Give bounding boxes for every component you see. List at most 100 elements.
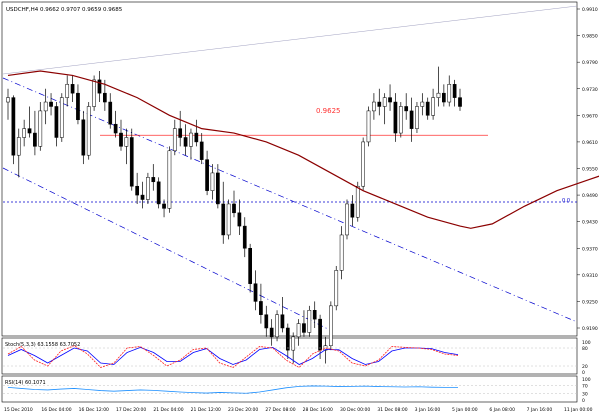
candle-body: [65, 84, 70, 98]
candle-body: [420, 101, 425, 107]
candle-body: [269, 327, 274, 338]
candle-body: [81, 119, 86, 156]
candle-body: [404, 106, 409, 112]
candle-body: [285, 327, 290, 351]
candle-body: [167, 150, 172, 209]
candle-body: [216, 172, 220, 205]
price-tick-label: 0.9610: [582, 140, 598, 146]
candle-body: [49, 101, 53, 107]
rsi-tick-label: 30: [582, 392, 588, 398]
candle-body: [162, 203, 166, 209]
rsi-tick-label: 100: [582, 377, 591, 383]
candle-body: [156, 181, 161, 205]
time-tick-label: 11 Jan 00:00: [564, 407, 593, 413]
candle-body: [70, 84, 75, 94]
candle-body: [372, 101, 376, 112]
stoch-layer: [3, 345, 577, 368]
candle-body: [259, 301, 263, 315]
candle-body: [146, 177, 150, 200]
candle-body: [6, 97, 10, 103]
candle-body: [221, 203, 226, 236]
candle-body: [151, 177, 156, 183]
candle-body: [140, 194, 145, 200]
candle-body: [54, 106, 59, 138]
candle-body: [205, 159, 209, 191]
candle-body: [415, 106, 419, 129]
candle-body: [210, 172, 215, 191]
time-tick-label: 16 Dec 04:00: [41, 407, 71, 413]
candle-body: [33, 132, 37, 147]
stoch-label: Stoch(5,3,3) 63.1558 63.7052: [5, 342, 80, 348]
candle-body: [361, 141, 365, 187]
candle-body: [242, 225, 247, 249]
time-tick-label: 28 Dec 16:00: [303, 407, 333, 413]
time-tick-label: 21 Dec 04:00: [153, 407, 183, 413]
candle-body: [398, 106, 403, 134]
candle-body: [124, 137, 129, 147]
time-tick-label: 21 Dec 12:00: [191, 407, 221, 413]
candle-body: [382, 97, 387, 107]
candle-body: [355, 185, 360, 218]
candle-body: [307, 310, 312, 333]
stoch-tick-label: 100: [582, 340, 591, 346]
candle-body: [253, 283, 258, 302]
candle-body: [447, 84, 452, 103]
candle-body: [291, 336, 296, 351]
candle-body: [318, 318, 322, 351]
candle-body: [43, 101, 48, 112]
candle-body: [129, 137, 134, 187]
candle-body: [103, 92, 107, 103]
candle-body: [425, 101, 430, 116]
fib-label: 0.0: [562, 198, 570, 204]
candle-body: [436, 92, 441, 98]
time-tick-label: 16 Dec 12:00: [79, 407, 109, 413]
candle-body: [442, 92, 446, 103]
candle-body: [232, 203, 236, 214]
candle-body: [119, 132, 123, 147]
stoch-signal-line: [7, 346, 459, 365]
level-label: 0.9625: [316, 107, 341, 115]
channel-lower-line: [2, 167, 331, 331]
time-tick-label: 31 Dec 08:00: [377, 407, 407, 413]
candle-body: [172, 128, 177, 152]
candle-body: [264, 314, 269, 329]
time-tick-label: 3 Jan 16:00: [415, 407, 441, 413]
candle-body: [135, 185, 139, 196]
candle-body: [350, 203, 355, 218]
candle-body: [27, 128, 32, 134]
time-tick-label: 27 Dec 08:00: [265, 407, 295, 413]
stoch-tick-label: 0: [582, 370, 585, 376]
candle-body: [409, 110, 414, 129]
candle-body: [366, 110, 371, 143]
candle-body: [248, 248, 252, 284]
candle-body: [377, 101, 382, 107]
stoch-tick-label: 20: [582, 364, 588, 370]
price-tick-label: 0.9430: [582, 220, 598, 226]
candle-body: [97, 79, 102, 94]
rsi-line: [7, 385, 458, 394]
price-tick-label: 0.9370: [582, 246, 598, 252]
candle-body: [458, 97, 462, 107]
price-tick-label: 0.9790: [582, 60, 598, 66]
candle-body: [334, 270, 339, 307]
time-tick-label: 15 Dec 2010: [4, 407, 33, 413]
candle-body: [237, 212, 242, 227]
candle-body: [76, 92, 80, 121]
rsi-tick-label: 0: [582, 398, 585, 404]
price-tick-label: 0.9670: [582, 113, 598, 119]
candle-body: [226, 203, 231, 236]
symbol-header: USDCHF,H4 0.9662 0.9707 0.9659 0.9685: [6, 7, 123, 13]
candle-body: [345, 203, 349, 236]
candle-body: [329, 305, 333, 346]
time-tick-label: 17 Dec 20:00: [116, 407, 146, 413]
price-tick-label: 0.9310: [582, 273, 598, 279]
rsi-tick-label: 70: [582, 383, 588, 389]
candle-body: [275, 314, 279, 338]
price-tick-label: 0.9730: [582, 87, 598, 93]
price-tick-label: 0.9490: [582, 193, 598, 199]
candle-body: [92, 79, 96, 107]
candle-body: [178, 128, 183, 138]
candle-body: [59, 97, 64, 138]
